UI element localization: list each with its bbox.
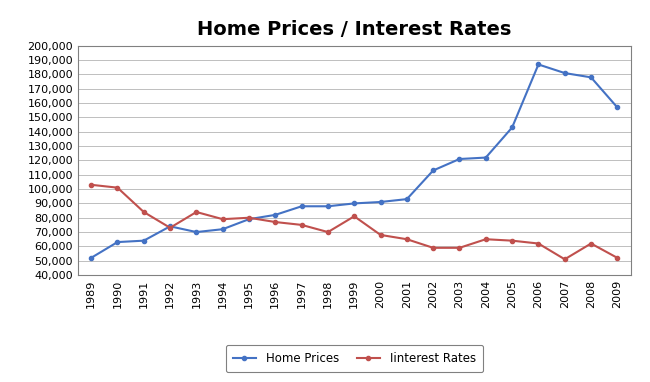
Home Prices xyxy=(245,217,253,222)
Home Prices xyxy=(534,62,542,67)
Home Prices xyxy=(482,155,489,160)
Legend: Home Prices, Iinterest Rates: Home Prices, Iinterest Rates xyxy=(226,345,483,372)
Home Prices xyxy=(561,71,569,75)
Home Prices xyxy=(219,227,227,231)
Home Prices xyxy=(456,157,463,161)
Iinterest Rates xyxy=(219,217,227,222)
Iinterest Rates xyxy=(456,246,463,250)
Home Prices xyxy=(324,204,332,209)
Iinterest Rates xyxy=(508,238,516,243)
Home Prices xyxy=(272,212,280,217)
Title: Home Prices / Interest Rates: Home Prices / Interest Rates xyxy=(197,20,512,39)
Home Prices xyxy=(87,256,95,260)
Iinterest Rates xyxy=(587,241,595,246)
Home Prices xyxy=(114,240,122,244)
Home Prices xyxy=(298,204,305,209)
Iinterest Rates xyxy=(561,257,569,262)
Home Prices xyxy=(140,238,148,243)
Iinterest Rates xyxy=(87,183,95,187)
Home Prices xyxy=(376,200,384,204)
Line: Iinterest Rates: Iinterest Rates xyxy=(89,183,619,261)
Iinterest Rates xyxy=(350,214,358,219)
Iinterest Rates xyxy=(166,225,174,230)
Iinterest Rates xyxy=(429,246,437,250)
Iinterest Rates xyxy=(376,233,384,237)
Home Prices xyxy=(587,75,595,79)
Iinterest Rates xyxy=(140,210,148,214)
Home Prices xyxy=(508,125,516,130)
Iinterest Rates xyxy=(114,185,122,190)
Home Prices xyxy=(429,168,437,173)
Iinterest Rates xyxy=(534,241,542,246)
Iinterest Rates xyxy=(272,220,280,224)
Iinterest Rates xyxy=(403,237,411,241)
Iinterest Rates xyxy=(298,223,305,227)
Iinterest Rates xyxy=(192,210,200,214)
Iinterest Rates xyxy=(482,237,489,241)
Iinterest Rates xyxy=(324,230,332,234)
Home Prices xyxy=(166,224,174,228)
Iinterest Rates xyxy=(614,256,621,260)
Home Prices xyxy=(403,197,411,201)
Line: Home Prices: Home Prices xyxy=(89,62,619,260)
Home Prices xyxy=(192,230,200,234)
Home Prices xyxy=(350,201,358,206)
Iinterest Rates xyxy=(245,215,253,220)
Home Prices xyxy=(614,105,621,110)
